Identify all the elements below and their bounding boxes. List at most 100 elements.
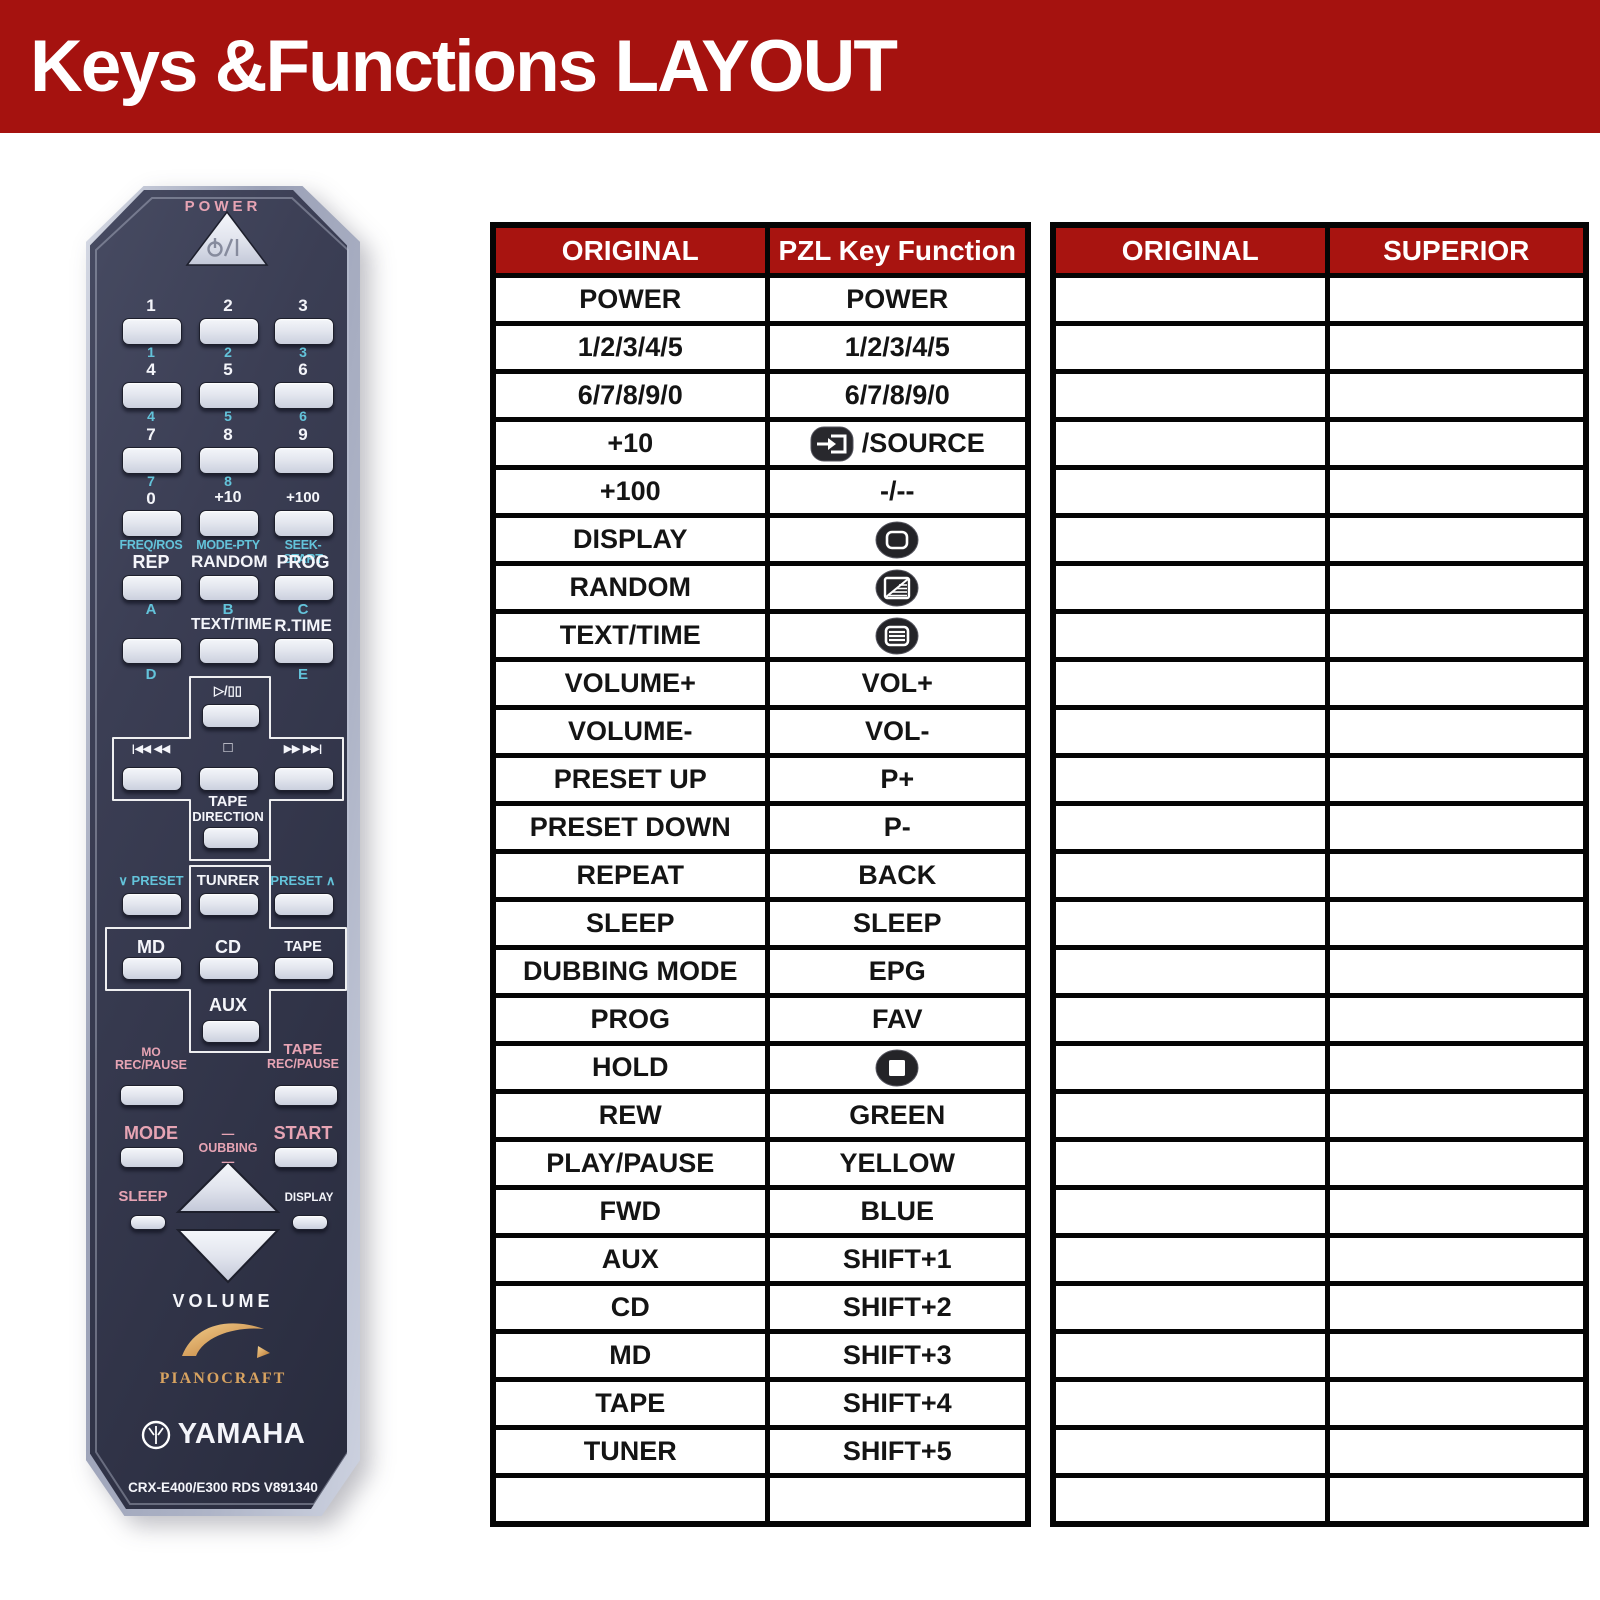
table-cell: PRESET UP (490, 753, 770, 806)
empty-table-cell (1324, 321, 1589, 374)
table-cell: POWER (764, 273, 1031, 326)
d-label: D (145, 666, 157, 683)
empty-table-cell (1050, 1137, 1330, 1190)
digit-button (274, 382, 334, 409)
table-cell: SHIFT+2 (764, 1281, 1031, 1334)
shift-digit-label: 7 (147, 473, 155, 489)
empty-table-cell (1050, 273, 1330, 326)
table-row (1050, 1329, 1589, 1382)
d-button (122, 638, 182, 664)
display-label: DISPLAY (284, 1192, 334, 1204)
table-cell-text: /SOURCE (861, 428, 985, 458)
empty-table-cell (1324, 417, 1589, 470)
table-row: FWD BLUE (490, 1185, 1031, 1238)
empty-table-cell (1324, 1089, 1589, 1142)
cd-label: CD (215, 937, 241, 957)
rep-button (122, 575, 182, 601)
table-header-row: ORIGINAL SUPERIOR (1050, 222, 1589, 278)
digit-button (274, 318, 334, 345)
digit-label: 0 (146, 489, 156, 508)
table-row: TUNER SHIFT+5 (490, 1425, 1031, 1478)
table-cell: 6/7/8/9/0 (764, 369, 1031, 422)
b-label: B (222, 601, 234, 618)
model-number-label: CRX-E400/E300 RDS V891340 (128, 1480, 318, 1495)
md-rec-pause-label: MO REC/PAUSE (114, 1045, 187, 1072)
dubbing-mode-button (120, 1147, 184, 1168)
power-label: POWER (184, 198, 262, 215)
table-cell: VOLUME- (490, 705, 770, 758)
preset-down-button (122, 893, 182, 916)
table-row: PLAY/PAUSE YELLOW (490, 1137, 1031, 1190)
table-row: TEXT/TIME (490, 609, 1031, 662)
empty-table-cell (1050, 849, 1330, 902)
table-row: DISPLAY (490, 513, 1031, 566)
table-cell: FWD (490, 1185, 770, 1238)
table-row (1050, 1377, 1589, 1430)
tape-button (274, 957, 334, 980)
table-cell: /SOURCE (764, 417, 1031, 470)
empty-table-cell (1324, 273, 1589, 326)
text-time-label: TEXT/TIME (191, 616, 272, 633)
empty-table-cell (1050, 1473, 1330, 1527)
a-label: A (145, 601, 157, 618)
empty-table-cell (1050, 1089, 1330, 1142)
table-cell: REW (490, 1089, 770, 1142)
empty-table-cell (1050, 321, 1330, 374)
sleep-label: SLEEP (118, 1188, 168, 1205)
table-cell: SHIFT+5 (764, 1425, 1031, 1478)
shift-digit-label: 5 (224, 408, 232, 424)
table-cell: +10 (490, 417, 770, 470)
table-row (1050, 705, 1589, 758)
table-row (1050, 1137, 1589, 1190)
empty-table-cell (1050, 657, 1330, 710)
dubbing-start-label: START (273, 1123, 333, 1143)
empty-table-cell (1324, 1137, 1589, 1190)
prog-label: PROG (276, 552, 330, 572)
empty-table-cell (1324, 1185, 1589, 1238)
table-row (1050, 1041, 1589, 1094)
table-row: VOLUME+ VOL+ (490, 657, 1031, 710)
shift-digit-label: 4 (147, 408, 155, 424)
shift-digit-label: 1 (147, 344, 155, 360)
table-cell (764, 1473, 1031, 1527)
table-row (1050, 993, 1589, 1046)
digit-button (122, 510, 182, 537)
digit-button (199, 447, 259, 474)
tape-direction-button (203, 827, 259, 849)
table-row: MD SHIFT+3 (490, 1329, 1031, 1382)
table-cell: TUNER (490, 1425, 770, 1478)
title-banner: Keys &Functions LAYOUT (0, 0, 1600, 133)
empty-table-cell (1324, 1473, 1589, 1527)
seek-start-label: SEEK-START (283, 538, 323, 566)
empty-table-cell (1324, 609, 1589, 662)
table-cell: P- (764, 801, 1031, 854)
table-cell: SHIFT+1 (764, 1233, 1031, 1286)
empty-table-cell (1324, 705, 1589, 758)
random-mosaic-icon (875, 569, 919, 607)
table-row: PROG FAV (490, 993, 1031, 1046)
table-row: DUBBING MODE EPG (490, 945, 1031, 998)
digit-label: 4 (146, 360, 156, 379)
stop-square-icon (875, 1049, 919, 1087)
table-cell: 1/2/3/4/5 (764, 321, 1031, 374)
table-cell: FAV (764, 993, 1031, 1046)
table-row: HOLD (490, 1041, 1031, 1094)
empty-table-cell (1324, 801, 1589, 854)
table-row (1050, 657, 1589, 710)
table-row: CD SHIFT+2 (490, 1281, 1031, 1334)
empty-table-cell (1324, 1377, 1589, 1430)
table-cell: +100 (490, 465, 770, 518)
table-cell: EPG (764, 945, 1031, 998)
yamaha-logo: YAMAHA (86, 1418, 360, 1451)
table-cell (764, 609, 1031, 662)
stop-button (199, 767, 259, 791)
cd-button (199, 957, 259, 980)
original-column-header: ORIGINAL (490, 222, 770, 278)
table-row (1050, 1185, 1589, 1238)
table-row (1050, 369, 1589, 422)
table-cell: CD (490, 1281, 770, 1334)
table-cell: P+ (764, 753, 1031, 806)
digit-label: +10 (214, 489, 242, 506)
rewind-button (122, 767, 182, 791)
pianocraft-label: PIANOCRAFT (159, 1370, 287, 1387)
